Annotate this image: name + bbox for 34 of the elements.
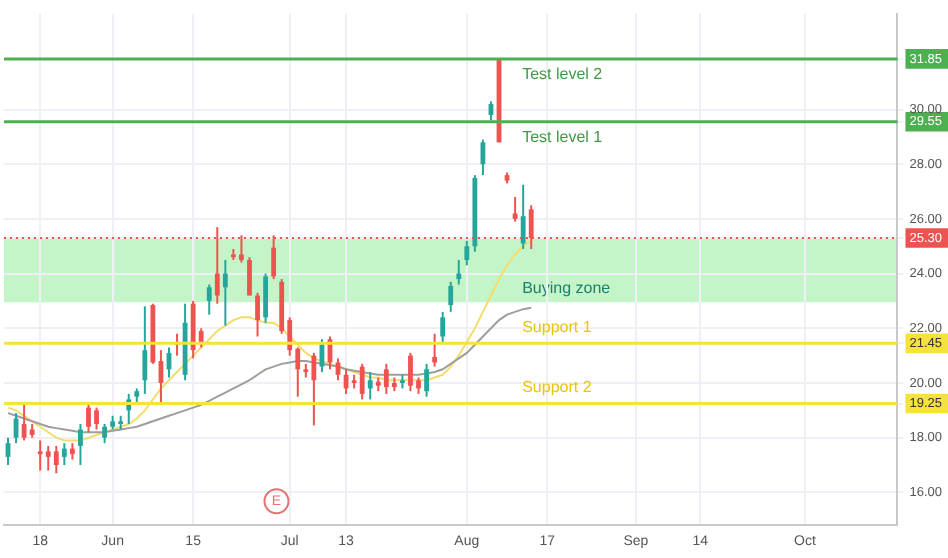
candlestick [432,332,438,368]
candlestick [86,401,91,434]
band-label: Buying zone [522,278,612,297]
candlestick [78,423,83,467]
candlestick [37,439,43,472]
candlestick [512,196,518,223]
candlestick [102,423,108,445]
candlestick [45,444,51,472]
candlestick [424,362,429,398]
candlestick [383,362,389,395]
candlestick [255,291,260,338]
candlestick [247,256,252,297]
candlestick [61,442,67,467]
ref-line-label: Test level 2 [522,65,604,84]
candlestick [94,406,99,431]
candlestick [142,305,148,395]
candlestick [21,403,27,442]
candlestick [464,239,470,267]
candlestick [190,299,196,360]
ref-line-label: Support 2 [522,377,593,396]
candlestick [53,444,59,475]
ref-line-label: Test level 1 [522,128,604,147]
candlestick [440,310,446,343]
candlestick [520,183,526,250]
candlestick [222,258,228,327]
candlestick [359,362,365,401]
candlestick [456,258,462,286]
candlestick [367,371,373,401]
candlestick [263,272,268,324]
ref-line-label: Support 1 [522,317,593,336]
candlestick [448,280,454,313]
candlestick [311,351,317,427]
candlestick [206,283,212,316]
candlestick [408,351,413,393]
